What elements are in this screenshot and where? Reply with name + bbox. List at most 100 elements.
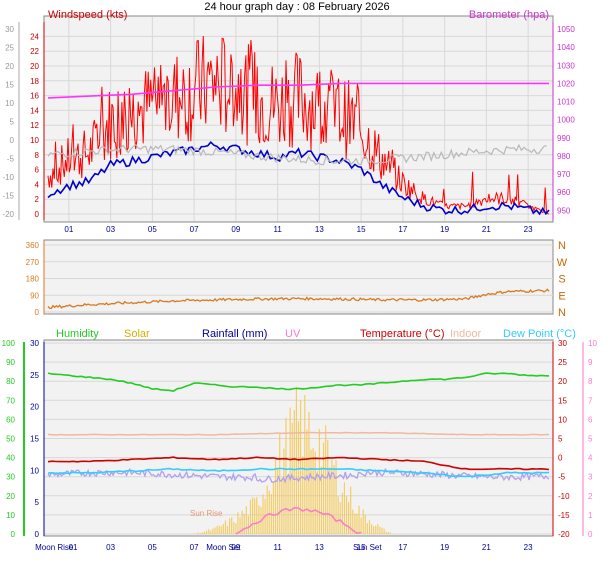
wind-hour-label: 15 — [357, 225, 366, 234]
wind-tick-label: 22 — [30, 47, 39, 56]
barometer-tick-label: 1040 — [557, 43, 575, 52]
wind-hour-label: 13 — [315, 225, 324, 234]
uv-tick-label: 8 — [588, 377, 593, 386]
uv-tick-label: 0 — [588, 530, 593, 539]
barometer-tick-label: 1030 — [557, 61, 575, 70]
uv-tick-label: 4 — [588, 454, 593, 463]
humidity-line — [47, 372, 550, 393]
direction-tick-label: 0 — [35, 308, 40, 317]
temperature-tick-label: 30 — [558, 339, 567, 348]
barometer-tick-label: 960 — [557, 188, 571, 197]
direction-tick-label: 270 — [26, 258, 40, 267]
temperature-tick-label: -20 — [558, 530, 570, 539]
temperature-hour-label: 17 — [398, 543, 407, 552]
humidity-tick-label: 0 — [11, 530, 16, 539]
outer-tick-label: 0 — [10, 136, 15, 145]
rain-tick-label: 10 — [30, 466, 39, 475]
humidity-tick-label: 40 — [6, 454, 15, 463]
legend-entry: Solar — [124, 328, 150, 340]
temperature-tick-label: 0 — [558, 454, 563, 463]
temperature-tick-label: -10 — [558, 492, 570, 501]
wind-tick-label: 4 — [35, 180, 40, 189]
wind-hour-label: 23 — [524, 225, 533, 234]
wind-hour-label: 19 — [440, 225, 449, 234]
graph-title: 24 hour graph day : 08 February 2026 — [204, 1, 389, 13]
outer-tick-label: 25 — [5, 44, 14, 53]
legend-entry: UV — [285, 328, 301, 340]
barometer-label: Barometer (hpa) — [469, 9, 549, 21]
temperature-hour-label: 11 — [273, 543, 282, 552]
humidity-tick-label: 10 — [6, 511, 15, 520]
barometer-tick-label: 990 — [557, 134, 571, 143]
direction-tick-label: 360 — [26, 241, 40, 250]
rain-tick-label: 20 — [30, 403, 39, 412]
humidity-tick-label: 20 — [6, 492, 15, 501]
wind-tick-label: 20 — [30, 62, 39, 71]
temperature-tick-label: 20 — [558, 377, 567, 386]
direction-tick-label: 90 — [30, 291, 39, 300]
compass-label: E — [558, 290, 565, 302]
legend-entry: Humidity — [56, 328, 99, 340]
uv-tick-label: 6 — [588, 415, 593, 424]
barometer-tick-label: 970 — [557, 170, 571, 179]
outer-tick-label: 20 — [5, 62, 14, 71]
indoor-line — [47, 431, 550, 436]
wind-tick-label: 6 — [35, 166, 40, 175]
temperature-hour-label: 23 — [524, 543, 533, 552]
purple-trace-line — [47, 467, 550, 484]
rain-tick-label: 0 — [35, 530, 40, 539]
rain-tick-label: 25 — [30, 371, 39, 380]
outer-tick-label: -10 — [2, 173, 14, 182]
uv-tick-label: 10 — [588, 339, 597, 348]
wind-hour-label: 21 — [482, 225, 491, 234]
legend-entry: Rainfall (mm) — [202, 328, 267, 340]
legend-entry: Temperature (°C) — [360, 328, 444, 340]
temperature-tick-label: 25 — [558, 358, 567, 367]
legend-entry: Indoor — [450, 328, 482, 340]
temperature-hour-label: Sun Set — [353, 543, 382, 552]
compass-label: N — [558, 307, 566, 319]
wind-tick-label: 10 — [30, 136, 39, 145]
temperature-tick-label: -15 — [558, 511, 570, 520]
humidity-tick-label: 50 — [6, 435, 15, 444]
temperature-hour-label: 15 — [357, 543, 366, 552]
humidity-tick-label: 90 — [6, 358, 15, 367]
barometer-tick-label: 980 — [557, 152, 571, 161]
rain-tick-label: 5 — [35, 498, 40, 507]
uv-tick-label: 5 — [588, 435, 593, 444]
sun-rise-label: Sun Rise — [190, 509, 223, 518]
compass-label: S — [558, 274, 565, 286]
uv-tick-label: 1 — [588, 511, 593, 520]
wind-hour-label: 11 — [273, 225, 282, 234]
wind-hour-label: 01 — [64, 225, 73, 234]
windspeed-label: Windspeed (kts) — [48, 9, 127, 21]
compass-label: W — [557, 257, 568, 269]
wind-hour-label: 09 — [231, 225, 240, 234]
barometer-tick-label: 1050 — [557, 25, 575, 34]
temperature-tick-label: -5 — [558, 473, 566, 482]
dew-point-line — [47, 467, 550, 478]
wind-tick-label: 2 — [35, 195, 40, 204]
humidity-tick-label: 30 — [6, 473, 15, 482]
outer-tick-label: -15 — [2, 192, 14, 201]
wind-hour-label: 17 — [398, 225, 407, 234]
outer-tick-label: 5 — [10, 118, 15, 127]
wind-tick-label: 0 — [35, 210, 40, 219]
temperature-hour-label: 09 — [231, 543, 240, 552]
rain-tick-label: 30 — [30, 339, 39, 348]
uv-tick-label: 7 — [588, 396, 593, 405]
temperature-hour-label: 01 — [69, 543, 78, 552]
barometer-tick-label: 950 — [557, 206, 571, 215]
wind-tick-label: 18 — [30, 77, 39, 86]
temperature-hour-label: Moon Set — [206, 543, 241, 552]
outer-tick-label: 30 — [5, 25, 14, 34]
grey-trace-line — [47, 143, 547, 166]
wind-tick-label: 16 — [30, 92, 39, 101]
wind-tick-label: 24 — [30, 32, 39, 41]
uv-tick-label: 3 — [588, 473, 593, 482]
uv-tick-label: 2 — [588, 492, 593, 501]
outer-tick-label: -5 — [7, 155, 15, 164]
humidity-tick-label: 100 — [2, 339, 16, 348]
wind-tick-label: 8 — [35, 151, 40, 160]
